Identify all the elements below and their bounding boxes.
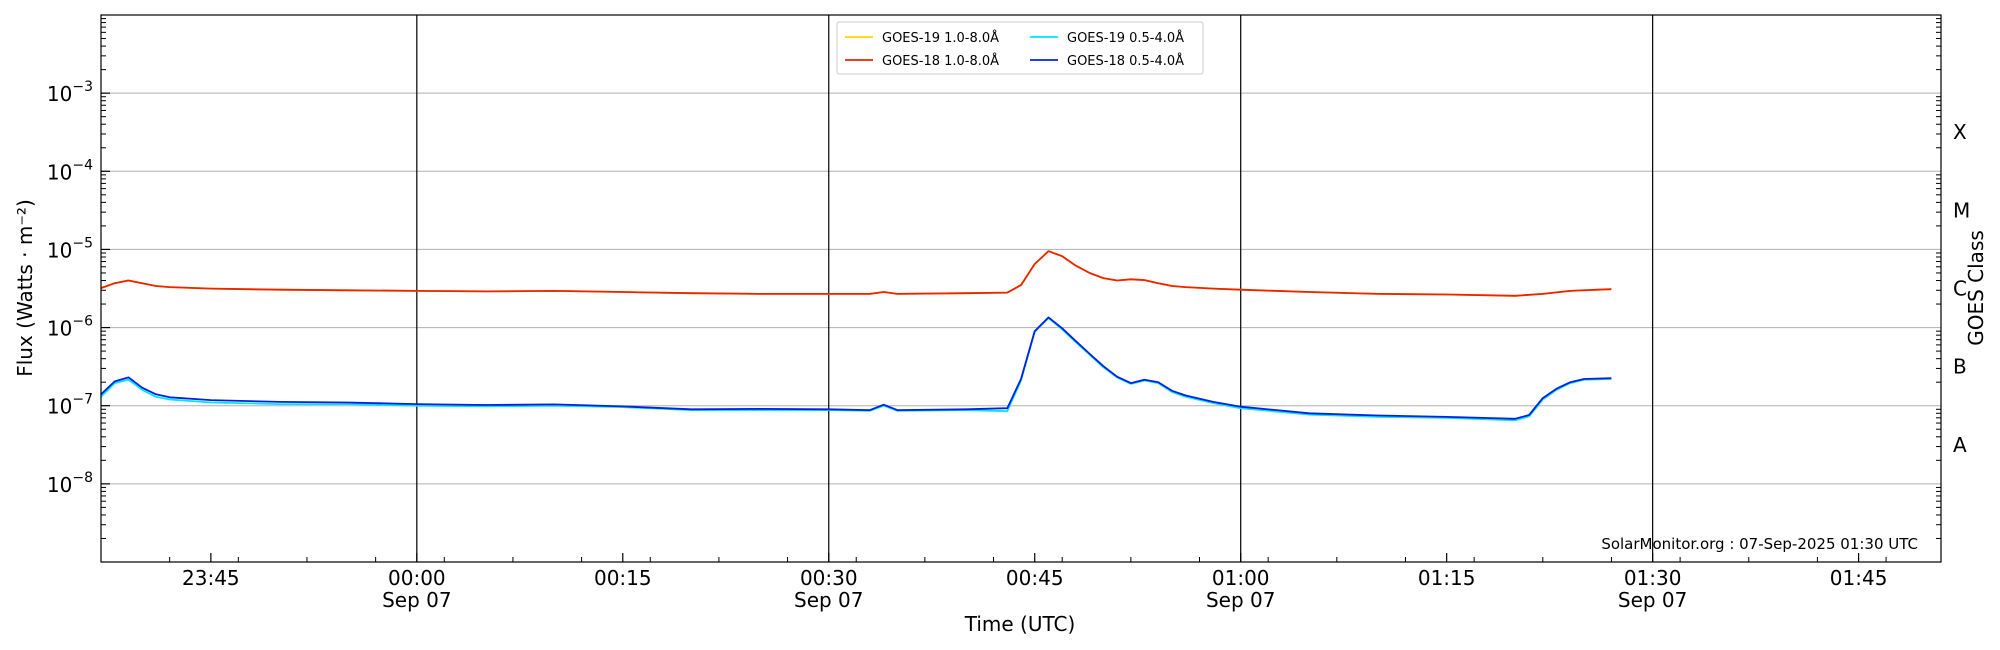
series-line-4 [101, 316, 1612, 420]
legend-label: GOES-19 0.5-4.0Å [1067, 30, 1184, 46]
goes-class-label: B [1953, 355, 1967, 379]
x-tick-date-label: Sep 07 [794, 588, 864, 612]
series-line-1 [101, 250, 1612, 297]
legend: GOES-19 1.0-8.0Å GOES-18 1.0-8.0Å GOES-19 … [836, 21, 1204, 75]
y2-axis-title: GOES Class [1964, 230, 1988, 346]
legend-label: GOES-18 1.0-8.0Å [882, 53, 999, 69]
x-tick-label: 01:00 [1212, 566, 1270, 590]
legend-box [836, 21, 1204, 75]
legend-label: GOES-18 0.5-4.0Å [1067, 53, 1184, 69]
series-line-2 [101, 250, 1612, 297]
y-tick-label: 10−5 [47, 235, 93, 262]
goes-class-labels: A B C M X [1953, 120, 1970, 457]
x-tick-label: 00:45 [1006, 566, 1064, 590]
y-tick-labels: 10−8 10−7 10−6 10−5 10−4 10−3 [47, 79, 93, 497]
y-tick-label: 10−4 [47, 157, 93, 184]
series-lines [101, 250, 1612, 422]
goes-class-label: C [1953, 277, 1967, 301]
series-line-3 [101, 317, 1612, 422]
x-tick-label: 01:30 [1624, 566, 1682, 590]
x-tick-label: 00:00 [388, 566, 446, 590]
legend-label: GOES-19 1.0-8.0Å [882, 30, 999, 46]
x-axis-title: Time (UTC) [964, 612, 1076, 636]
goes-class-label: A [1953, 433, 1967, 457]
x-tick-label: 23:45 [182, 566, 240, 590]
x-tick-date-label: Sep 07 [1618, 588, 1688, 612]
y-tick-label: 10−6 [47, 314, 93, 341]
credit-text: SolarMonitor.org : 07-Sep-2025 01:30 UTC [1601, 535, 1918, 553]
x-tick-label: 00:15 [594, 566, 652, 590]
x-tick-date-label: Sep 07 [1206, 588, 1276, 612]
grid-lines [101, 92, 1941, 485]
plot-frame [100, 14, 1942, 563]
x-tick-date-label: Sep 07 [382, 588, 452, 612]
x-tick-label: 01:45 [1830, 566, 1888, 590]
x-tick-label: 00:30 [800, 566, 858, 590]
y-tick-label: 10−7 [47, 392, 93, 419]
y-tick-label: 10−3 [47, 79, 93, 106]
goes-class-label: M [1953, 198, 1970, 222]
y-axis-title: Flux (Watts · m⁻²) [13, 199, 37, 377]
goes-class-label: X [1953, 120, 1967, 144]
date-separator-lines [416, 15, 1654, 562]
x-tick-label: 01:15 [1418, 566, 1476, 590]
y-tick-label: 10−8 [47, 470, 93, 497]
axis-ticks [100, 18, 1941, 562]
